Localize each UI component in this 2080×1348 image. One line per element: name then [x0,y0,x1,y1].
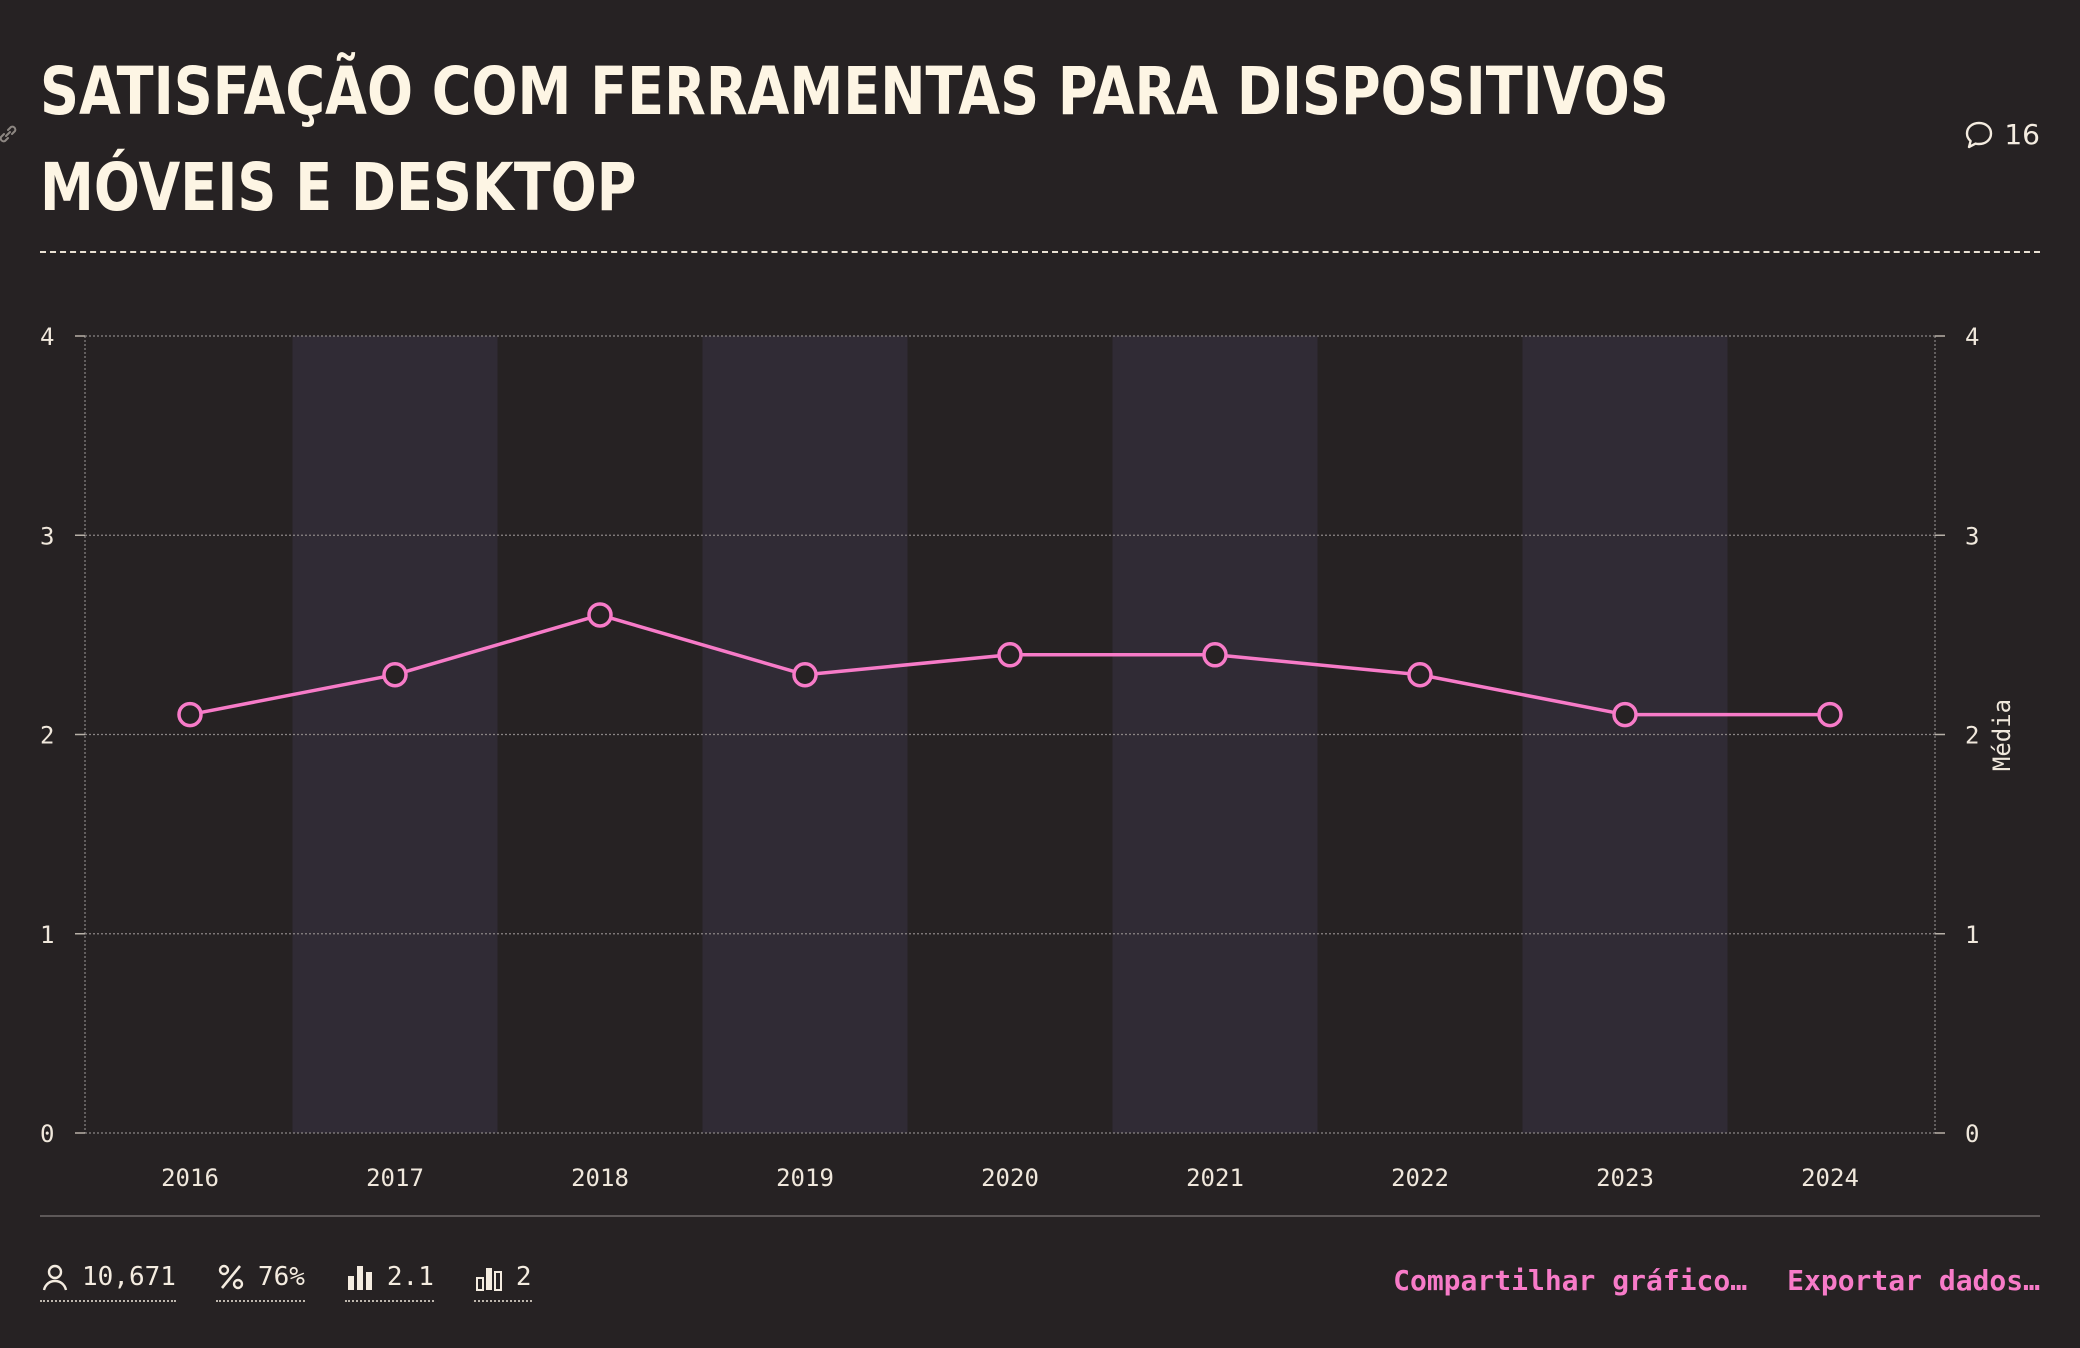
bar-chart-alt-icon [475,1268,502,1291]
bar-chart-icon [347,1266,372,1290]
export-data-button[interactable]: Exportar dados… [1787,1264,2040,1297]
data-point-2024 [1817,701,1843,728]
y-tick-label-left: 0 [40,1120,54,1148]
series-points-group [177,602,1843,728]
share-chart-button[interactable]: Compartilhar gráfico… [1393,1264,1748,1297]
respondents-stat[interactable]: 10,671 [40,1262,176,1302]
page-title: SATISFAÇÃO COM FERRAMENTAS PARA DISPOSIT… [40,53,1669,226]
header-divider [40,251,2040,253]
y-tick-label-right: 4 [1965,323,1979,351]
percentage-value: 76% [257,1262,305,1292]
data-point-2019 [792,661,818,688]
data-point-2021 [1202,642,1228,668]
x-tick-label: 2017 [366,1164,424,1192]
x-tick-label: 2023 [1596,1164,1654,1192]
data-point-2018 [587,602,613,628]
data-point-2020 [997,642,1023,668]
x-tick-label: 2024 [1801,1164,1859,1192]
y-axis-left: 0 1 2 3 4 [40,323,85,1148]
data-point-2016 [177,701,203,728]
user-icon [42,1264,68,1291]
x-tick-label: 2021 [1186,1164,1244,1192]
median-stat[interactable]: 2 [473,1262,532,1302]
respondents-value: 10,671 [82,1262,176,1292]
title-block: SATISFAÇÃO COM FERRAMENTAS PARA DISPOSIT… [40,44,1920,236]
percent-icon [218,1264,244,1290]
x-tick-label: 2020 [981,1164,1039,1192]
x-tick-label: 2019 [776,1164,834,1192]
average-stat[interactable]: 2.1 [344,1262,434,1302]
y-axis-right: 0 1 2 3 4 [1935,323,1979,1148]
actions-bar: Compartilhar gráfico… Exportar dados… [1393,1264,2040,1297]
line-chart: 0 1 2 3 4 0 1 2 3 4 2016 2017 2018 2019 2020 2021 2022… [40,323,2016,1192]
comment-icon [1966,121,1993,148]
link-icon[interactable] [0,122,20,146]
data-point-2023 [1612,701,1638,728]
y-tick-label-left: 1 [40,921,54,949]
y-axis-label-right: Média [1988,699,2016,771]
x-axis: 2016 2017 2018 2019 2020 2021 2022 2023 2024 [161,1164,1859,1192]
footer-divider [40,1215,2040,1217]
y-tick-label-right: 3 [1965,522,1979,550]
data-point-2017 [382,661,408,688]
y-tick-label-right: 1 [1965,921,1979,949]
y-tick-label-right: 0 [1965,1120,1979,1148]
stats-bar: 10,671 76% 2.1 2 [40,1262,532,1302]
y-tick-label-right: 2 [1965,722,1979,750]
average-value: 2.1 [386,1262,434,1292]
y-tick-label-left: 4 [40,323,54,351]
comments-button[interactable]: 16 [1964,118,2040,151]
y-tick-label-left: 2 [40,722,54,750]
median-value: 2 [515,1262,532,1292]
y-tick-label-left: 3 [40,522,54,550]
chart-grid [84,335,1936,1134]
percentage-stat[interactable]: 76% [215,1262,305,1302]
comment-count: 16 [2004,118,2040,151]
x-tick-label: 2018 [571,1164,629,1192]
x-tick-label: 2022 [1391,1164,1449,1192]
x-tick-label: 2016 [161,1164,219,1192]
data-point-2022 [1407,661,1433,688]
